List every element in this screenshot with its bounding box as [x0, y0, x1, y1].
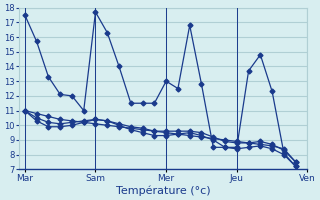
X-axis label: Température (°c): Température (°c) [116, 185, 211, 196]
